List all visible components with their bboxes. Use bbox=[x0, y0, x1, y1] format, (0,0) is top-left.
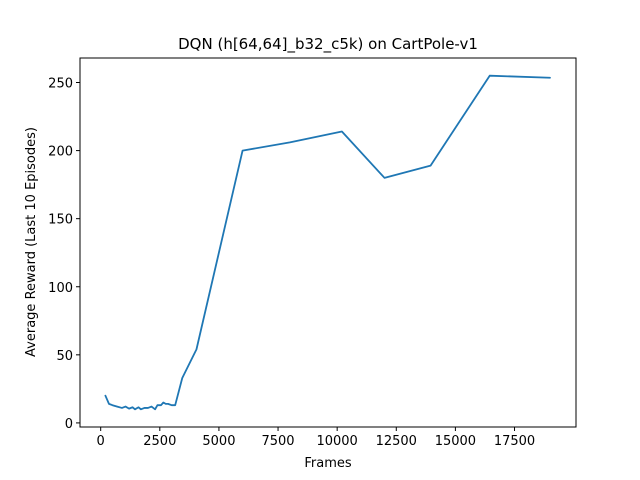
x-tick-label: 2500 bbox=[143, 434, 176, 449]
x-tick-label: 12500 bbox=[376, 434, 417, 449]
x-tick-label: 0 bbox=[97, 434, 105, 449]
y-tick-label: 0 bbox=[65, 417, 73, 432]
chart-title: DQN (h[64,64]_b32_c5k) on CartPole-v1 bbox=[178, 35, 478, 54]
x-tick-label: 10000 bbox=[316, 434, 357, 449]
y-tick-label: 250 bbox=[48, 77, 73, 92]
x-axis: 0 2500 5000 7500 10000 12500 15000 17500 bbox=[97, 427, 535, 449]
y-tick-label: 100 bbox=[48, 281, 73, 296]
y-axis-title: Average Reward (Last 10 Episodes) bbox=[24, 127, 39, 357]
x-tick-label: 15000 bbox=[435, 434, 476, 449]
x-tick-label: 5000 bbox=[202, 434, 235, 449]
y-tick-label: 200 bbox=[48, 145, 73, 160]
y-tick-label: 50 bbox=[56, 349, 73, 364]
x-tick-label: 7500 bbox=[261, 434, 294, 449]
y-tick-label: 150 bbox=[48, 213, 73, 228]
x-tick-label: 17500 bbox=[494, 434, 535, 449]
y-axis: 0 50 100 150 200 250 bbox=[48, 77, 80, 432]
plot-area-frame bbox=[79, 57, 577, 428]
x-axis-title: Frames bbox=[304, 456, 352, 471]
series-layer bbox=[104, 74, 551, 411]
series-line bbox=[104, 74, 551, 411]
